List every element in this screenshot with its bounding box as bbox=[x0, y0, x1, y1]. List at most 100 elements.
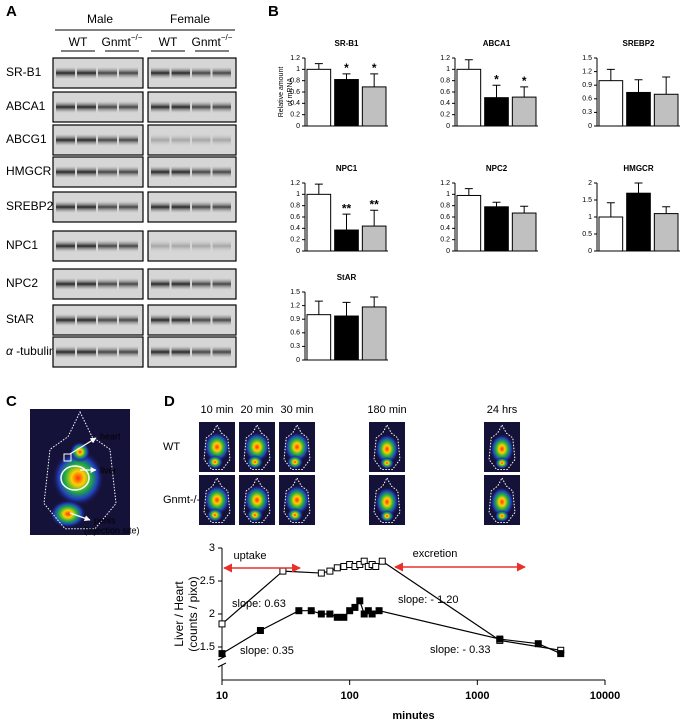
signal bbox=[287, 455, 303, 469]
band bbox=[119, 134, 138, 146]
signal bbox=[52, 450, 104, 506]
time-label: 180 min bbox=[367, 404, 406, 416]
annotation: slope: 0.35 bbox=[240, 645, 294, 657]
data-point bbox=[375, 607, 383, 615]
data-point bbox=[340, 562, 348, 570]
band bbox=[98, 314, 117, 326]
body-outline bbox=[283, 476, 311, 523]
y-tick-label: 0.8 bbox=[440, 78, 450, 85]
signal bbox=[244, 432, 270, 462]
band bbox=[212, 166, 231, 178]
data-point bbox=[368, 610, 376, 618]
y-tick-label: 0 bbox=[446, 248, 450, 255]
annotation: slope: - 1.20 bbox=[398, 594, 459, 606]
bar bbox=[334, 229, 359, 252]
genotype-label: Gnmt−/− bbox=[192, 33, 233, 49]
error-bar bbox=[314, 300, 323, 315]
data-point bbox=[295, 607, 303, 615]
y-tick-label: 1.5 bbox=[582, 55, 592, 62]
band bbox=[192, 101, 211, 113]
data-point bbox=[279, 567, 287, 575]
protein-label: StAR bbox=[6, 312, 34, 326]
body-outline bbox=[243, 423, 271, 470]
y-tick-label: 0 bbox=[446, 123, 450, 130]
genotype-name: WT bbox=[159, 35, 178, 49]
band bbox=[119, 314, 138, 326]
band bbox=[119, 166, 138, 178]
bar bbox=[511, 212, 537, 252]
band bbox=[192, 166, 211, 178]
data-point bbox=[356, 597, 364, 605]
bar bbox=[456, 68, 482, 127]
chart-title: ABCA1 bbox=[483, 39, 511, 48]
body-outline bbox=[203, 476, 231, 523]
band bbox=[212, 134, 231, 146]
band bbox=[98, 166, 117, 178]
y-tick-label: 1.5 bbox=[582, 197, 592, 204]
data-point bbox=[333, 613, 341, 621]
band bbox=[119, 101, 138, 113]
band bbox=[171, 166, 190, 178]
scan-image bbox=[484, 475, 520, 525]
y-tick-label: 0.5 bbox=[582, 231, 592, 238]
band bbox=[151, 314, 170, 326]
y-tick-label: 0 bbox=[296, 357, 300, 364]
y-tick-label: 0.6 bbox=[290, 330, 300, 337]
band bbox=[171, 134, 190, 146]
signal bbox=[495, 510, 509, 522]
group-label: Female bbox=[170, 12, 210, 26]
region-label: heart bbox=[100, 431, 121, 441]
band bbox=[77, 134, 96, 146]
chart-title: NPC2 bbox=[486, 164, 508, 173]
y-tick-label: 0.2 bbox=[440, 237, 450, 244]
band bbox=[192, 134, 211, 146]
signal bbox=[380, 457, 394, 469]
data-point bbox=[534, 640, 542, 648]
row-label: WT bbox=[163, 441, 180, 453]
band bbox=[212, 101, 231, 113]
y-axis-label: of mRNA bbox=[287, 77, 294, 106]
band bbox=[77, 278, 96, 290]
data-point bbox=[326, 610, 334, 618]
band bbox=[171, 240, 190, 252]
band bbox=[98, 201, 117, 213]
bar bbox=[511, 96, 537, 127]
bar bbox=[306, 68, 332, 127]
bar bbox=[598, 216, 624, 252]
band bbox=[212, 314, 231, 326]
chart-title: HMGCR bbox=[623, 164, 653, 173]
band bbox=[98, 134, 117, 146]
band bbox=[192, 314, 211, 326]
error-bar bbox=[370, 296, 379, 307]
data-point bbox=[307, 607, 315, 615]
panel-label: D bbox=[164, 393, 175, 410]
y-tick-label: 3 bbox=[209, 542, 215, 554]
bar bbox=[334, 315, 359, 361]
bar bbox=[361, 306, 387, 361]
band bbox=[56, 314, 75, 326]
y-tick-label: 1.2 bbox=[440, 180, 450, 187]
genotype-label: WT bbox=[69, 35, 88, 49]
body-outline bbox=[373, 476, 401, 523]
band bbox=[98, 346, 117, 358]
time-label: 30 min bbox=[280, 404, 313, 416]
scan-image bbox=[369, 475, 405, 525]
band bbox=[171, 278, 190, 290]
band bbox=[98, 278, 117, 290]
y-tick-label: 1 bbox=[296, 66, 300, 73]
signal bbox=[490, 487, 514, 517]
band bbox=[171, 314, 190, 326]
band bbox=[151, 240, 170, 252]
bar bbox=[598, 80, 624, 127]
band bbox=[56, 346, 75, 358]
error-bar bbox=[662, 76, 671, 95]
data-point bbox=[340, 613, 348, 621]
chart-title: NPC1 bbox=[336, 164, 358, 173]
annotation: slope: 0.63 bbox=[232, 598, 286, 610]
error-bar bbox=[464, 188, 473, 196]
bar bbox=[626, 91, 651, 127]
body-outline bbox=[488, 423, 516, 470]
genotype-label: Gnmt−/− bbox=[102, 33, 143, 49]
